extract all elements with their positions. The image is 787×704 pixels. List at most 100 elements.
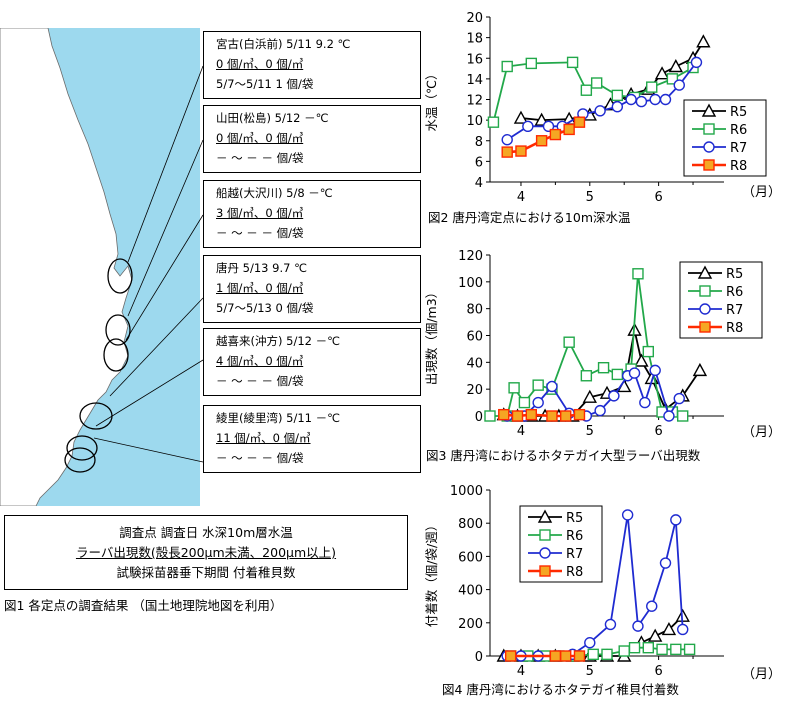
y-tick-label: 200: [458, 617, 483, 632]
data-point-R7: [594, 105, 606, 117]
data-point-R8: [560, 410, 572, 422]
data-point-R8: [498, 408, 510, 421]
station-title: 宮古(白浜前) 5/11 9.2 ℃: [216, 37, 351, 51]
y-tick-label: 18: [466, 32, 483, 47]
station-larvae: 1 個/㎥、0 個/㎥: [216, 281, 304, 295]
y-tick-label: 0: [475, 650, 483, 665]
data-point-R7: [542, 120, 555, 133]
y-tick-label: 100: [458, 276, 483, 291]
legend-label-R5: R5: [726, 267, 743, 282]
data-point-R7: [532, 396, 544, 409]
data-point-R6: [508, 382, 520, 394]
y-axis-label: 水温（℃）: [424, 67, 439, 131]
connector-line: [125, 214, 204, 341]
legend-marker-R8: [703, 159, 715, 171]
legend-label-R7: R7: [726, 303, 743, 318]
data-point-R7: [604, 618, 617, 631]
series-R8: [498, 408, 586, 422]
data-point-R6: [587, 648, 599, 661]
legend-marker-R5: [537, 509, 553, 523]
y-tick-label: 14: [466, 73, 483, 88]
data-point-R5: [661, 621, 677, 636]
station-spat: － ～ － － 個/袋: [216, 374, 304, 388]
coastline-map-svg: [0, 27, 200, 507]
y-tick-label: 20: [466, 383, 483, 398]
data-point-R7: [611, 101, 624, 113]
legend-marker-R6: [539, 529, 551, 541]
data-point-R7: [649, 364, 661, 377]
data-point-R6: [518, 396, 531, 409]
station-larvae: 4 個/㎥、0 個/㎥: [216, 354, 304, 368]
station-circle-ryori: [64, 447, 96, 473]
data-point-R6: [677, 410, 689, 422]
data-point-R8: [549, 650, 562, 662]
data-point-R6: [683, 643, 696, 656]
data-point-R7: [501, 134, 513, 146]
legend-label-R7: R7: [730, 141, 747, 156]
data-point-R6: [656, 643, 668, 656]
legend-marker-R5: [701, 103, 717, 117]
data-point-R6: [484, 410, 496, 422]
data-point-R7: [670, 514, 682, 526]
fig1-caption: 図1 各定点の調査結果 （国土地理院地図を利用）: [4, 598, 283, 613]
data-point-R8: [525, 408, 537, 421]
legend-line-1: 調査点 調査日 水深10m層水温: [119, 525, 293, 540]
data-point-R6: [670, 643, 682, 656]
y-axis-label: 付着数（個/袋/週）: [424, 519, 439, 627]
chart-larvae-count: 0 20 40 60 80 100 120 4 5 6 （月） 出現数（個/m3） 図3 唐丹湾における…: [424, 249, 781, 463]
legend-label-R6: R6: [726, 285, 743, 300]
data-point-R6: [597, 361, 610, 374]
chart-caption: 図2 唐丹湾定点における10m深水温: [428, 210, 631, 225]
series-R7: [501, 56, 703, 146]
data-point-R7: [673, 392, 685, 405]
series-line-R6: [490, 273, 684, 417]
legend-frame: [683, 99, 767, 177]
chart-caption: 図4 唐丹湾におけるホタテガイ稚貝付着数: [442, 682, 679, 697]
y-tick-label: 800: [458, 517, 483, 532]
data-point-R8: [546, 410, 558, 422]
map-legend-box: 調査点 調査日 水深10m層水温 ラーバ出現数(殻長200μm未満、200μm以…: [4, 515, 408, 590]
legend-line-3: 試験採苗器垂下期間 付着稚貝数: [116, 565, 296, 580]
data-point-R7: [522, 120, 534, 133]
legend-marker-R6: [699, 285, 711, 297]
y-tick-label: 40: [466, 356, 483, 371]
x-axis-label: （月）: [742, 425, 781, 440]
legend-label-R8: R8: [566, 565, 583, 580]
y-axis-label: 出現数（個/m3）: [424, 286, 439, 385]
data-point-R8: [504, 650, 517, 662]
data-point-R7: [659, 557, 672, 569]
data-point-R7: [646, 600, 658, 612]
data-point-R7: [632, 620, 644, 632]
legend-label-R6: R6: [730, 123, 747, 138]
y-tick-label: 120: [458, 249, 483, 264]
data-point-R6: [611, 368, 624, 381]
x-tick-label: 4: [517, 664, 525, 679]
station-circle-yamada: [105, 314, 131, 346]
station-spat: － ～ － － 個/袋: [216, 226, 304, 240]
y-tick-label: 12: [466, 94, 483, 109]
data-point-R5: [696, 34, 711, 48]
data-point-R5: [582, 389, 597, 403]
data-point-R6: [628, 641, 641, 654]
station-larvae: 11 個/㎥、0 個/㎥: [216, 431, 311, 445]
station-title: 唐丹 5/13 9.7 ℃: [216, 261, 307, 275]
connector-line: [95, 359, 204, 427]
data-point-R6: [525, 57, 537, 70]
x-tick-label: 5: [586, 664, 594, 679]
data-point-R6: [580, 84, 593, 96]
data-point-R6: [580, 370, 593, 382]
data-point-R6: [532, 379, 544, 391]
legend-marker-R8: [539, 565, 551, 577]
station-spat: 5/7～5/13 0 個/袋: [216, 301, 314, 315]
legend-marker-R7: [539, 547, 551, 559]
station-circle-funakoshi: [103, 338, 129, 372]
station-circle-miyako: [107, 258, 133, 294]
x-tick-label: 5: [586, 424, 594, 439]
station-spat: 5/7～5/11 1 個/袋: [216, 77, 314, 91]
data-point-R6: [601, 648, 613, 661]
x-tick-label: 6: [654, 424, 662, 439]
y-tick-label: 0: [475, 410, 483, 425]
station-spat: － ～ － － 個/袋: [216, 151, 304, 165]
station-box-toni: 唐丹 5/13 9.7 ℃ 1 個/㎥、0 個/㎥ 5/7～5/13 0 個/袋: [203, 255, 421, 323]
